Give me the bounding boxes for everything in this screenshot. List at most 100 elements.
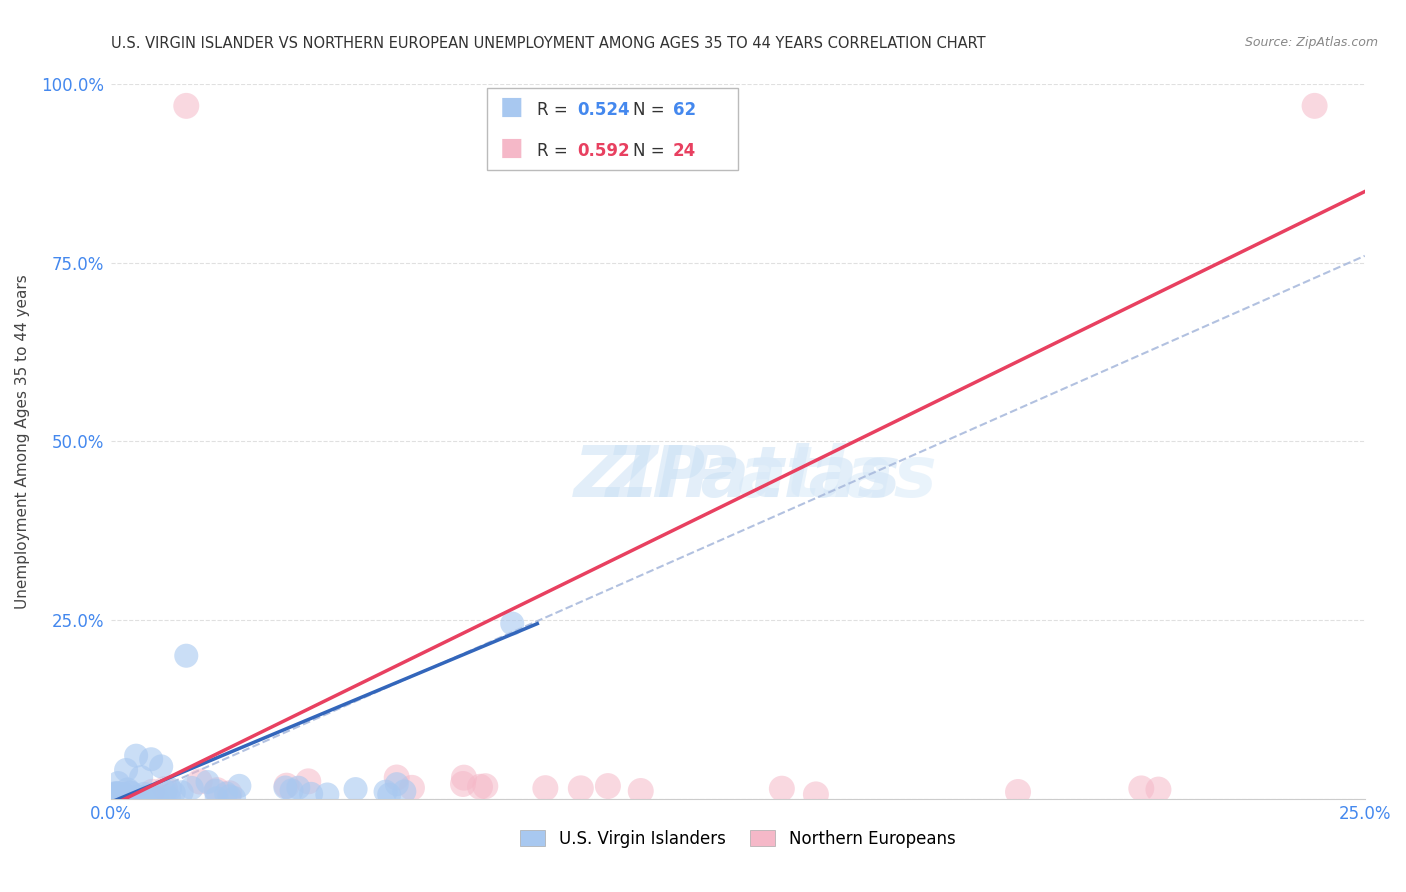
Point (117, 782, 139, 797)
Point (131, 791, 153, 805)
Point (218, 786, 240, 800)
Point (804, 788, 827, 802)
Point (101, 789, 124, 803)
Point (274, 780, 297, 795)
Point (134, 787, 156, 801)
Point (316, 788, 339, 802)
Point (180, 780, 202, 795)
Point (453, 771, 475, 785)
Text: R =: R = (537, 143, 574, 161)
Point (146, 790, 169, 805)
Point (1147, 782, 1170, 797)
Point (108, 791, 131, 805)
Point (451, 777, 474, 791)
Point (150, 759, 173, 773)
Point (501, 616, 523, 631)
Point (174, 99, 197, 113)
Point (115, 789, 138, 804)
Point (107, 787, 129, 801)
Point (170, 785, 193, 799)
Point (104, 786, 127, 800)
Text: U.S. VIRGIN ISLANDER VS NORTHERN EUROPEAN UNEMPLOYMENT AMONG AGES 35 TO 44 YEARS: U.S. VIRGIN ISLANDER VS NORTHERN EUROPEA… (111, 36, 986, 51)
Text: N =: N = (633, 101, 669, 120)
Point (127, 791, 149, 805)
Point (153, 784, 176, 798)
Point (105, 790, 128, 805)
Text: 0.592: 0.592 (578, 143, 630, 161)
Point (107, 786, 129, 800)
Point (141, 785, 163, 799)
Point (132, 790, 155, 805)
Text: ZIPatlas: ZIPatlas (574, 442, 901, 512)
Point (112, 791, 135, 805)
Point (344, 782, 367, 797)
Text: ■: ■ (499, 95, 523, 120)
Point (204, 783, 226, 797)
Text: 24: 24 (672, 143, 696, 161)
Point (394, 784, 416, 798)
Point (125, 790, 148, 805)
Point (112, 787, 135, 801)
Point (378, 788, 401, 802)
Point (112, 790, 135, 805)
Point (287, 780, 309, 795)
Y-axis label: Unemployment Among Ages 35 to 44 years: Unemployment Among Ages 35 to 44 years (15, 274, 30, 609)
Point (125, 748, 148, 763)
Point (153, 782, 176, 797)
Point (141, 789, 163, 803)
Point (157, 791, 180, 805)
Point (120, 785, 142, 799)
Text: N =: N = (633, 143, 669, 161)
Text: 62: 62 (672, 101, 696, 120)
Point (280, 783, 302, 797)
Point (163, 786, 186, 800)
Point (205, 791, 228, 805)
Text: ZIP: ZIP (606, 442, 738, 512)
Point (630, 784, 652, 798)
Text: Source: ZipAtlas.com: Source: ZipAtlas.com (1244, 36, 1378, 49)
Point (534, 781, 557, 796)
Point (159, 781, 181, 796)
Point (107, 776, 129, 790)
Point (129, 770, 152, 784)
Point (228, 779, 250, 793)
Text: ■: ■ (499, 136, 523, 161)
Text: atlas: atlas (738, 442, 938, 512)
Point (188, 774, 211, 789)
Point (401, 780, 423, 795)
Legend: U.S. Virgin Islanders, Northern Europeans: U.S. Virgin Islanders, Northern European… (513, 823, 962, 855)
Point (141, 752, 163, 766)
Point (569, 781, 592, 796)
Point (105, 786, 128, 800)
Text: 0.524: 0.524 (578, 101, 630, 120)
Point (101, 790, 124, 805)
Point (218, 789, 240, 804)
Point (374, 785, 396, 799)
Point (215, 786, 238, 800)
Point (132, 791, 155, 805)
Point (205, 783, 228, 797)
Point (174, 648, 197, 663)
Point (299, 787, 322, 801)
Point (121, 791, 143, 805)
Point (1007, 785, 1029, 799)
Point (385, 771, 408, 785)
Point (596, 779, 619, 793)
Point (468, 780, 491, 794)
Point (276, 779, 298, 793)
Point (143, 790, 166, 805)
Point (197, 775, 219, 789)
Point (222, 791, 245, 805)
Point (108, 788, 131, 802)
Point (103, 788, 125, 802)
Point (101, 790, 124, 805)
Text: R =: R = (537, 101, 574, 120)
Point (770, 781, 793, 796)
Point (474, 779, 496, 793)
Point (132, 789, 155, 804)
Point (105, 789, 128, 804)
Point (1130, 781, 1153, 796)
Point (112, 787, 135, 801)
Point (385, 777, 408, 791)
Point (115, 763, 138, 777)
